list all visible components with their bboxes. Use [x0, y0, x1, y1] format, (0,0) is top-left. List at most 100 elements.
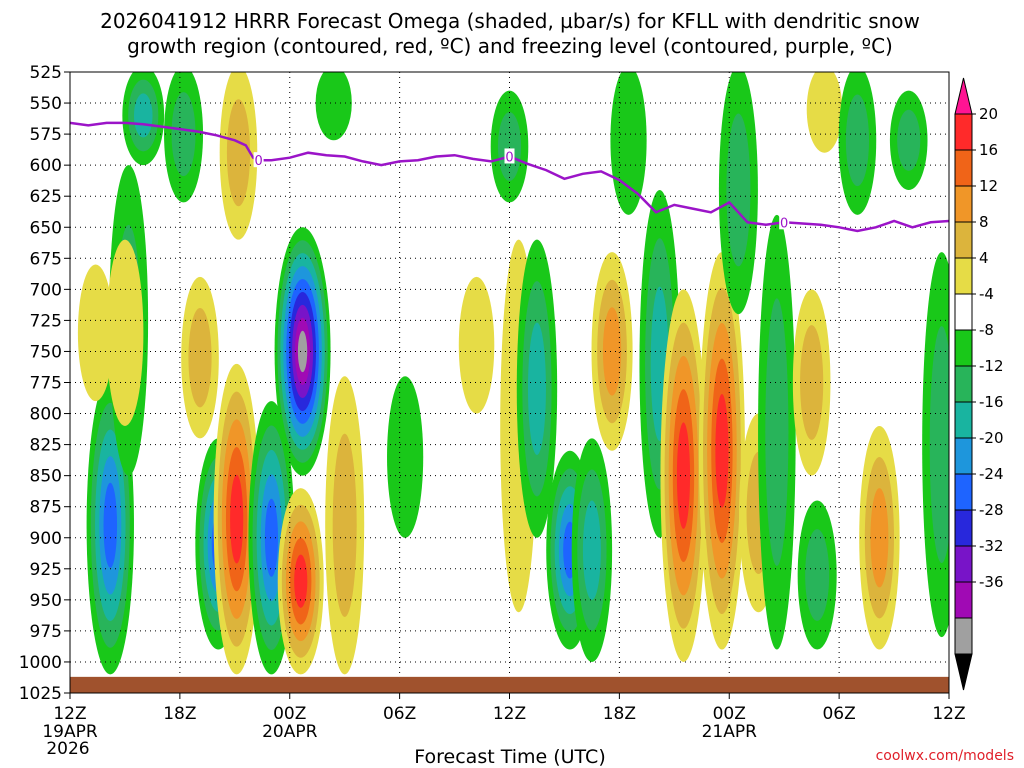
omega-cell-15 — [387, 376, 424, 538]
x-tick-date-2: 20APR — [262, 722, 318, 742]
colorbar-label--12: -12 — [979, 357, 1004, 375]
omega-cell-11 — [274, 227, 331, 476]
x-tick-label-0: 12Z — [53, 704, 86, 724]
colorbar-segment-8 — [954, 365, 973, 403]
omega-cell-9 — [219, 72, 258, 240]
colorbar-label--36: -36 — [979, 573, 1004, 591]
y-tick-label-975: 975 — [30, 622, 62, 642]
omega-cell-5 — [164, 72, 204, 203]
omega-cell-27-level-1 — [726, 113, 751, 267]
y-tick-label-625: 625 — [30, 187, 62, 207]
x-tick-label-8: 12Z — [932, 704, 965, 724]
omega-cell-30-level-1 — [800, 325, 824, 440]
omega-cell-25 — [660, 289, 707, 662]
colorbar-label-12: 12 — [979, 177, 998, 195]
omega-cell-2-level-0 — [77, 264, 114, 402]
colorbar-label--20: -20 — [979, 429, 1004, 447]
colorbar-segment-1 — [954, 113, 973, 151]
x-tick-label-5: 18Z — [603, 704, 636, 724]
omega-cell-35-level-1 — [897, 109, 921, 171]
x-tick-date-6: 21APR — [702, 722, 758, 742]
omega-cell-18 — [490, 90, 529, 203]
colorbar-segment-11 — [954, 473, 973, 511]
omega-cell-14 — [315, 72, 352, 141]
y-tick-label-550: 550 — [30, 94, 62, 114]
freezing-level-line — [70, 121, 949, 233]
omega-colorbar: 20 16 12 8 4 -4 -8 -12 -16 -20 -24 -28 -32 -36 — [954, 77, 1004, 691]
colorbar-label-20: 20 — [979, 105, 998, 123]
y-tick-label-600: 600 — [30, 156, 62, 176]
y-tick-label-1000: 1000 — [19, 653, 62, 673]
colorbar-label--32: -32 — [979, 537, 1004, 555]
omega-cell-29-level-1 — [765, 298, 789, 566]
omega-cell-15-level-0 — [387, 376, 424, 538]
freezing-level-contour: 0 0 0 — [70, 121, 949, 233]
colorbar-label--8: -8 — [979, 321, 994, 339]
omega-cell-2 — [77, 264, 114, 402]
site-credit: coolwx.com/models — [876, 748, 1014, 764]
omega-cell-18-level-1 — [497, 112, 522, 181]
colorbar-segment-3 — [954, 185, 973, 223]
colorbar-segment-7 — [954, 329, 973, 367]
omega-cell-5-level-1 — [171, 92, 196, 177]
omega-cell-22-level-2 — [602, 307, 622, 396]
omega-cell-12-level-4 — [294, 554, 308, 608]
x-tick-label-6: 00Z — [713, 704, 746, 724]
x-tick-label-7: 06Z — [822, 704, 855, 724]
omega-cell-23-level-0 — [610, 72, 647, 215]
freezing-level-label-2: 0 — [780, 216, 788, 231]
omega-cell-9-level-1 — [226, 99, 251, 207]
y-tick-label-700: 700 — [30, 280, 62, 300]
omega-cell-35 — [889, 90, 928, 190]
colorbar-label-8: 8 — [979, 213, 989, 231]
freezing-level-label-0: 0 — [254, 154, 262, 169]
omega-cell-31 — [797, 500, 837, 650]
y-tick-label-525: 525 — [30, 63, 62, 83]
y-tick-label-1025: 1025 — [19, 684, 62, 704]
omega-cell-3 — [106, 239, 144, 426]
colorbar-label--16: -16 — [979, 393, 1004, 411]
freezing-level-label-1: 0 — [505, 150, 513, 165]
colorbar-label--24: -24 — [979, 465, 1004, 483]
omega-cell-16-level-0 — [458, 276, 495, 414]
y-tick-label-675: 675 — [30, 249, 62, 269]
omega-cell-19-level-2 — [527, 322, 546, 455]
y-tick-label-650: 650 — [30, 218, 62, 238]
colorbar-segment-13 — [954, 545, 973, 583]
omega-cell-13-level-1 — [332, 433, 357, 618]
colorbar-label-16: 16 — [979, 141, 998, 159]
omega-cell-6-level-1 — [188, 307, 212, 408]
pressure-axis: 525 550 575 600 625 650 675 700 725 750 775 800 825 8… — [19, 63, 70, 704]
colorbar-segment-2 — [954, 149, 973, 187]
colorbar-segment-5 — [954, 257, 973, 295]
freezing-label-bg-0 — [253, 152, 264, 168]
omega-cell-32-level-0 — [806, 72, 843, 153]
terrain-strip — [70, 676, 949, 693]
y-tick-label-875: 875 — [30, 498, 62, 518]
freezing-label-bg-2 — [779, 214, 790, 230]
colorbar-top-arrow — [954, 77, 973, 115]
omega-cell-8 — [213, 363, 260, 675]
omega-cell-4-level-2 — [133, 93, 153, 138]
y-tick-label-825: 825 — [30, 436, 62, 456]
x-tick-year-0: 2026 — [46, 739, 89, 759]
y-tick-label-850: 850 — [30, 467, 62, 487]
omega-cell-23 — [610, 72, 647, 215]
x-tick-label-4: 12Z — [493, 704, 526, 724]
omega-cell-26 — [698, 252, 745, 650]
omega-cell-32 — [806, 72, 843, 153]
colorbar-segment-14 — [954, 581, 973, 619]
terrain-fill — [70, 676, 949, 693]
omega-cell-0-level-4 — [103, 482, 118, 568]
omega-cell-33-level-1 — [845, 94, 870, 187]
omega-cell-29 — [758, 214, 796, 650]
omega-cell-3-level-0 — [106, 239, 144, 426]
chart-title-line-1: 2026041912 HRRR Forecast Omega (shaded, … — [100, 9, 920, 33]
x-tick-label-1: 18Z — [163, 704, 196, 724]
omega-cell-34 — [859, 425, 900, 650]
omega-cell-4 — [122, 72, 165, 166]
colorbar-segment-15 — [954, 617, 973, 655]
omega-cell-16 — [458, 276, 495, 414]
